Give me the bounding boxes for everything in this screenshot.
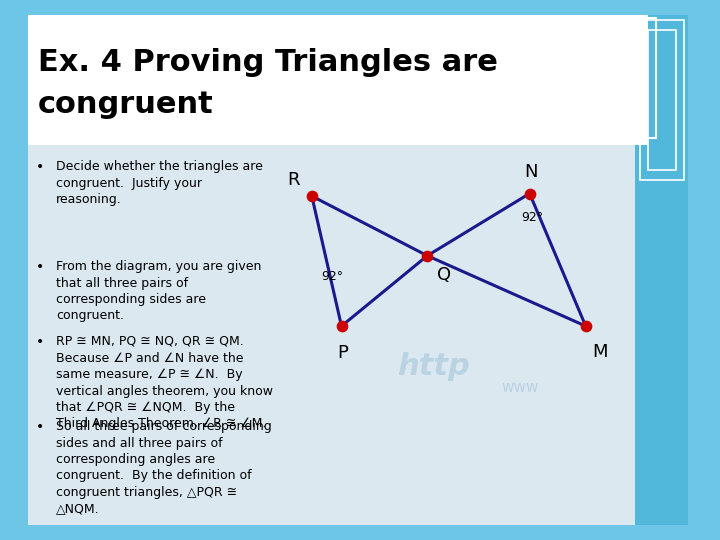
Text: www: www <box>501 380 539 395</box>
Text: •: • <box>36 260 44 274</box>
Text: From the diagram, you are given
that all three pairs of
corresponding sides are
: From the diagram, you are given that all… <box>56 260 261 322</box>
Text: •: • <box>36 160 44 174</box>
Point <box>306 192 318 200</box>
Text: P: P <box>338 343 348 362</box>
Text: RP ≅ MN, PQ ≅ NQ, QR ≅ QM.
Because ∠P and ∠N have the
same measure, ∠P ≅ ∠N.  By: RP ≅ MN, PQ ≅ NQ, QR ≅ QM. Because ∠P an… <box>56 335 273 430</box>
Text: R: R <box>287 171 300 189</box>
Point <box>524 189 536 198</box>
Text: Q: Q <box>437 266 451 284</box>
Text: http: http <box>397 353 470 381</box>
Bar <box>648 30 676 170</box>
Text: M: M <box>593 342 608 361</box>
Text: •: • <box>36 420 44 434</box>
Point <box>421 252 433 260</box>
Text: So all three pairs of corresponding
sides and all three pairs of
corresponding a: So all three pairs of corresponding side… <box>56 420 271 516</box>
Bar <box>635 15 688 525</box>
Text: 92°: 92° <box>521 212 543 225</box>
Bar <box>600 18 656 138</box>
Text: •: • <box>36 335 44 349</box>
Bar <box>640 20 684 180</box>
Text: congruent: congruent <box>38 90 214 119</box>
Text: Ex. 4 Proving Triangles are: Ex. 4 Proving Triangles are <box>38 48 498 77</box>
Text: 92°: 92° <box>321 269 343 282</box>
Text: Decide whether the triangles are
congruent.  Justify your
reasoning.: Decide whether the triangles are congrue… <box>56 160 263 206</box>
Text: N: N <box>524 163 538 181</box>
Point <box>580 322 591 330</box>
Point <box>336 322 347 330</box>
Bar <box>28 15 648 145</box>
